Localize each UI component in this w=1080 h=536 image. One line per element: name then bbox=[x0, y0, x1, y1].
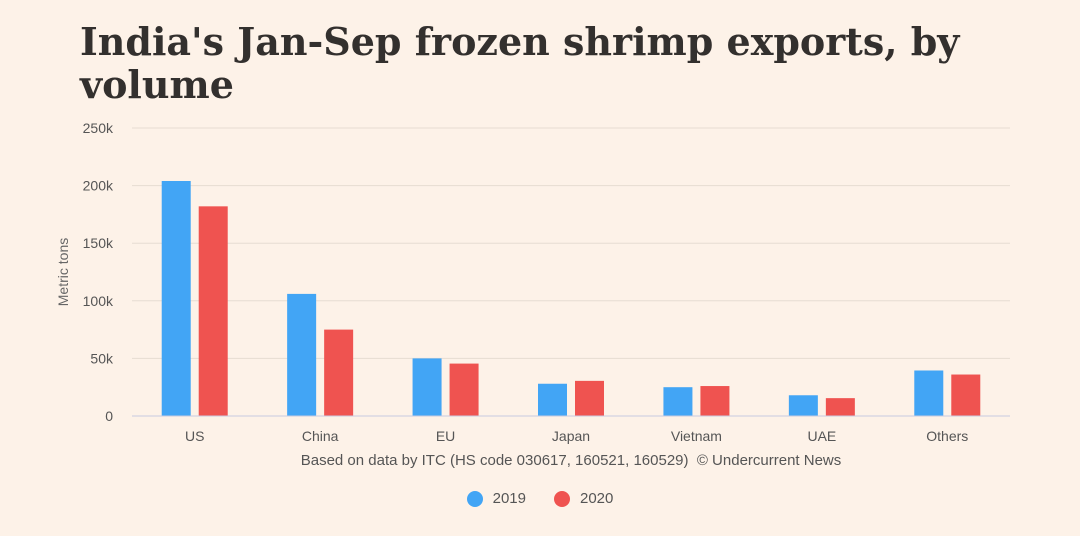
bar-2019-uae bbox=[789, 395, 818, 416]
legend-swatch-icon bbox=[467, 491, 483, 507]
legend-item-2019[interactable]: 2019 bbox=[467, 490, 526, 507]
y-tick-label: 250k bbox=[83, 120, 114, 136]
bar-2019-vietnam bbox=[663, 387, 692, 416]
bar-2019-japan bbox=[538, 384, 567, 416]
y-tick-label: 200k bbox=[83, 178, 114, 194]
x-tick-label: Vietnam bbox=[671, 428, 722, 444]
x-tick-label: China bbox=[302, 428, 339, 444]
x-tick-label: UAE bbox=[807, 428, 836, 444]
y-tick-label: 0 bbox=[105, 408, 113, 424]
bar-2019-others bbox=[914, 370, 943, 416]
bar-chart: 0 50k 100k 150k 200k 250k US China EU Japan Vietn… bbox=[0, 0, 1080, 480]
x-tick-label: Japan bbox=[552, 428, 590, 444]
x-axis-label: Based on data by ITC (HS code 030617, 16… bbox=[301, 452, 842, 469]
x-tick-label: US bbox=[185, 428, 204, 444]
x-tick-label: Others bbox=[926, 428, 968, 444]
legend-swatch-icon bbox=[554, 491, 570, 507]
bar-2019-china bbox=[287, 294, 316, 416]
bar-2020-us bbox=[199, 206, 228, 416]
legend-label: 2020 bbox=[580, 490, 613, 507]
legend-label: 2019 bbox=[493, 490, 526, 507]
y-tick-label: 50k bbox=[90, 350, 114, 366]
bar-2020-vietnam bbox=[700, 386, 729, 416]
legend-item-2020[interactable]: 2020 bbox=[554, 490, 613, 507]
bar-2020-china bbox=[324, 330, 353, 416]
legend: 2019 2020 bbox=[0, 490, 1080, 507]
bar-2020-japan bbox=[575, 381, 604, 416]
y-tick-label: 100k bbox=[83, 293, 114, 309]
bar-2020-others bbox=[951, 375, 980, 416]
bar-2020-uae bbox=[826, 398, 855, 416]
grid-lines bbox=[132, 128, 1010, 358]
bars bbox=[162, 181, 981, 416]
x-tick-label: EU bbox=[436, 428, 455, 444]
bar-2019-us bbox=[162, 181, 191, 416]
y-axis-ticks: 0 50k 100k 150k 200k 250k bbox=[83, 120, 114, 424]
bar-2020-eu bbox=[450, 364, 479, 416]
y-tick-label: 150k bbox=[83, 235, 114, 251]
bar-2019-eu bbox=[413, 358, 442, 416]
y-axis-label: Metric tons bbox=[55, 238, 71, 306]
x-axis-ticks: US China EU Japan Vietnam UAE Others bbox=[185, 428, 968, 444]
